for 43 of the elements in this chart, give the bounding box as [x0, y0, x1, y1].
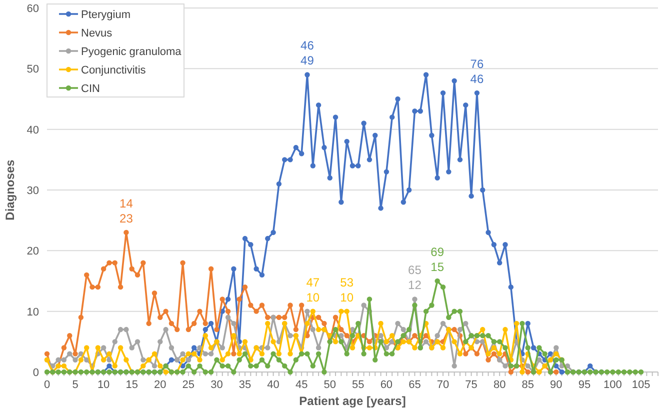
- y-tick-label: 50: [26, 64, 39, 76]
- x-tick-label: 80: [493, 379, 506, 391]
- annotation: 47 10: [306, 275, 320, 304]
- y-tick-label: 60: [26, 3, 39, 15]
- x-tick-label: 45: [295, 379, 308, 391]
- x-tick-label: 75: [465, 379, 478, 391]
- legend-label: CIN: [81, 83, 100, 95]
- annotation: 65 12: [408, 263, 422, 292]
- x-tick-label: 10: [97, 379, 110, 391]
- x-tick-label: 0: [44, 379, 50, 391]
- y-tick-label: 40: [26, 124, 39, 136]
- annotation: 46 49: [300, 38, 314, 68]
- x-tick-label: 5: [72, 379, 78, 391]
- legend-label: Nevus: [81, 28, 113, 40]
- x-tick-label: 60: [380, 379, 393, 391]
- y-tick-label: 10: [26, 306, 39, 318]
- x-tick-label: 65: [408, 379, 421, 391]
- x-tick-label: 25: [182, 379, 195, 391]
- x-tick-label: 40: [267, 379, 280, 391]
- x-tick-label: 20: [154, 379, 166, 391]
- y-tick-label: 0: [32, 367, 39, 379]
- x-tick-label: 15: [126, 379, 138, 391]
- x-tick-label: 90: [550, 379, 562, 391]
- y-tick-label: 20: [26, 246, 39, 258]
- x-tick-label: 50: [324, 379, 336, 391]
- x-tick-label: 35: [238, 379, 252, 391]
- y-axis-title: Diagnoses: [3, 159, 17, 220]
- annotation: 53 10: [340, 275, 354, 304]
- x-tick-label: 30: [210, 379, 223, 391]
- x-tick-label: 55: [352, 379, 364, 391]
- annotation: 14 23: [120, 196, 134, 226]
- x-tick-label: 105: [632, 379, 650, 391]
- legend-label: Pterygium: [81, 9, 131, 21]
- x-axis-title: Patient age [years]: [299, 394, 406, 408]
- x-tick-label: 95: [578, 379, 591, 391]
- y-tick-label: 30: [26, 185, 39, 197]
- annotation: 69 15: [430, 245, 444, 274]
- legend-label: Pyogenic granuloma: [81, 46, 182, 58]
- x-tick-label: 85: [522, 379, 534, 391]
- x-tick-label: 70: [436, 379, 450, 391]
- x-tick-label: 100: [604, 379, 622, 391]
- legend-label: Conjunctivitis: [81, 64, 146, 76]
- annotation: 76 46: [470, 56, 484, 86]
